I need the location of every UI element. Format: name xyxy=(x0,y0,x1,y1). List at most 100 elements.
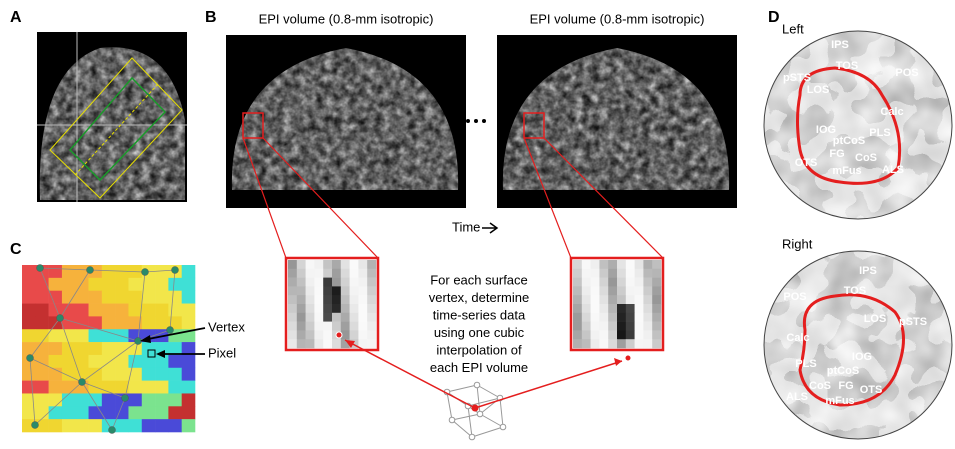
pixel-cell xyxy=(88,354,103,369)
voxel xyxy=(608,260,618,270)
voxel xyxy=(643,312,653,322)
voxel xyxy=(332,321,342,331)
cube-edge xyxy=(479,413,504,428)
voxel xyxy=(634,312,644,322)
zoom-line xyxy=(543,137,664,259)
description-line: time-series data xyxy=(433,307,526,322)
region-label: pSTS xyxy=(783,72,811,84)
cortex-surface xyxy=(764,31,952,219)
pixel-cell xyxy=(168,342,182,356)
voxel xyxy=(617,330,627,340)
pixel-cell xyxy=(181,342,196,356)
pixel-cell xyxy=(22,329,36,343)
pixel-cell xyxy=(35,316,49,330)
pixel-cell xyxy=(35,290,49,304)
pixel-cell xyxy=(181,290,196,304)
volume-title: EPI volume (0.8-mm isotropic) xyxy=(259,11,434,26)
region-label: mFus xyxy=(825,395,854,407)
voxel xyxy=(608,339,618,349)
pixel-cell xyxy=(35,393,49,407)
voxel xyxy=(617,312,627,322)
region-label: PLS xyxy=(795,358,816,370)
pixel-highlight xyxy=(147,349,156,358)
pixel-cell xyxy=(155,367,169,381)
voxel xyxy=(643,295,653,305)
voxel xyxy=(332,286,342,296)
mesh-edge xyxy=(144,269,176,273)
voxel xyxy=(625,321,635,331)
pixel-cell xyxy=(168,393,182,407)
voxel xyxy=(358,260,368,270)
voxel xyxy=(349,312,359,322)
voxel xyxy=(608,295,618,305)
pixel-cell xyxy=(141,316,156,330)
pixel-cell xyxy=(155,380,169,394)
voxel xyxy=(288,277,298,287)
pixel-cell xyxy=(75,329,89,343)
voxel xyxy=(367,321,377,331)
time-arrow xyxy=(482,222,499,234)
pixel-cell xyxy=(141,354,156,369)
pixel-cell xyxy=(35,342,49,356)
voxel xyxy=(340,286,350,296)
pixel-cell xyxy=(101,406,116,420)
pixel-cell xyxy=(141,393,156,407)
pixel-cell xyxy=(168,367,182,381)
cube-edge xyxy=(451,413,481,421)
mesh-edge xyxy=(81,340,139,383)
pixel-cell xyxy=(61,342,76,356)
voxel xyxy=(599,260,609,270)
cube-edge xyxy=(451,419,473,438)
pixel-cell xyxy=(88,342,103,356)
pixel-cell xyxy=(141,406,156,420)
voxel xyxy=(367,339,377,349)
voxel xyxy=(634,321,644,331)
region-label: pSTS xyxy=(899,316,927,328)
voxel xyxy=(573,330,583,340)
pixel-cell xyxy=(75,406,89,420)
region-label: OTS xyxy=(795,157,818,169)
mesh-edge xyxy=(59,269,91,319)
voxel xyxy=(634,304,644,314)
pixel-cell xyxy=(22,303,36,317)
pixel-cell xyxy=(128,406,143,420)
voxel xyxy=(314,312,324,322)
pixel-cell xyxy=(141,303,156,317)
mesh-vertex xyxy=(121,394,129,402)
pixel-cell xyxy=(115,303,129,317)
voxel xyxy=(367,286,377,296)
region-label: Calc xyxy=(786,332,809,344)
pixel-cell xyxy=(22,380,36,394)
voxel xyxy=(573,295,583,305)
mesh-edge xyxy=(59,317,83,383)
voxel xyxy=(314,304,324,314)
pixel-cell xyxy=(141,367,156,381)
pixel-cell xyxy=(115,406,129,420)
region-label: PLS xyxy=(869,127,890,139)
pixel-cell xyxy=(75,265,89,279)
ellipsis-dot xyxy=(474,119,478,123)
voxel xyxy=(358,312,368,322)
pixel-cell xyxy=(181,316,196,330)
time-label: Time xyxy=(452,219,480,234)
pixel-cell xyxy=(181,354,196,369)
panel-label: A xyxy=(10,9,22,26)
pixel-cell xyxy=(61,380,76,394)
voxel xyxy=(305,321,315,331)
voxel xyxy=(625,260,635,270)
voxel xyxy=(367,330,377,340)
voxel xyxy=(599,339,609,349)
voxel xyxy=(305,260,315,270)
cube-node xyxy=(476,410,484,418)
voxel xyxy=(288,312,298,322)
pixel-cell xyxy=(155,277,169,291)
pixel-cell xyxy=(128,354,143,369)
voxel xyxy=(296,277,306,287)
voxel xyxy=(617,321,627,331)
mesh-edge xyxy=(39,267,91,271)
mesh-vertex xyxy=(31,421,39,429)
pixel-cell xyxy=(88,290,103,304)
pixel-cell xyxy=(155,265,169,279)
pixel-cell xyxy=(128,393,143,407)
voxel xyxy=(323,312,333,322)
